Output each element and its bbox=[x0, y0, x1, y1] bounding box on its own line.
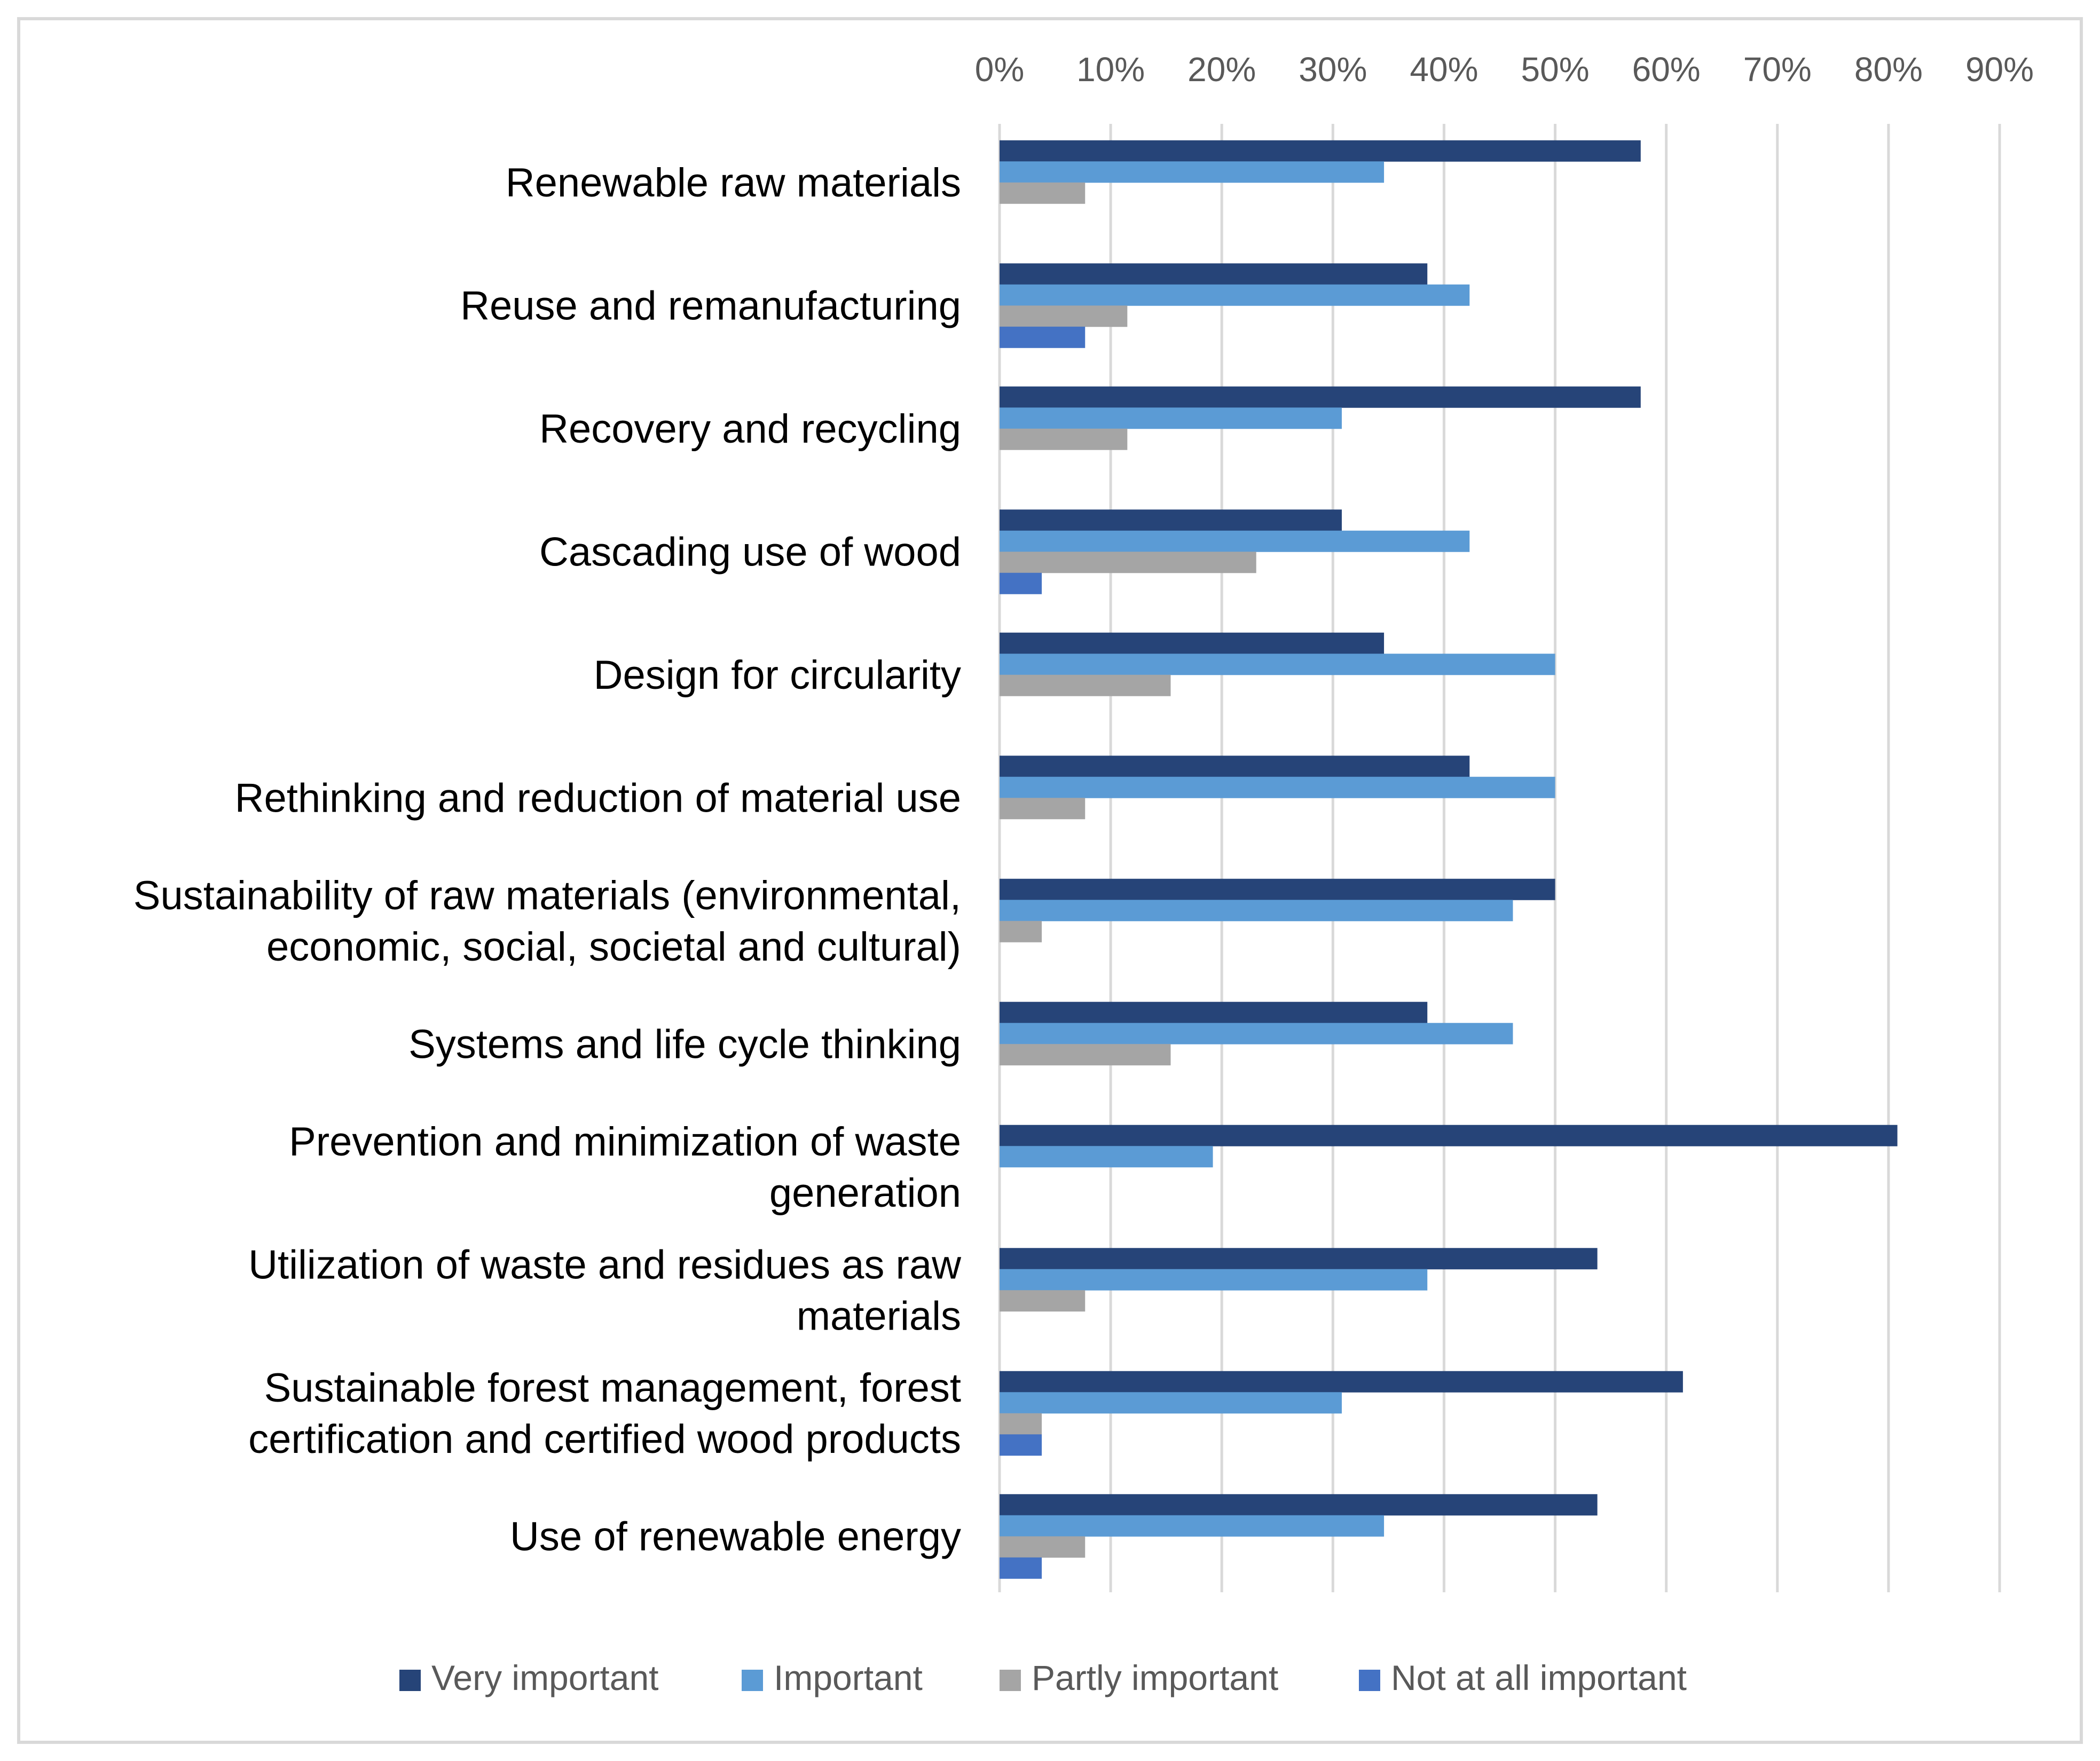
legend-swatch bbox=[1359, 1670, 1380, 1691]
legend-swatch bbox=[742, 1670, 763, 1691]
category-label: Rethinking and reduction of material use bbox=[235, 776, 961, 821]
bar-partly-important bbox=[1000, 1413, 1042, 1435]
bar-very-important bbox=[1000, 1002, 1428, 1024]
bar-partly-important bbox=[1000, 428, 1128, 450]
category-label: Design for circularity bbox=[594, 652, 961, 698]
bar-partly-important bbox=[1000, 182, 1086, 204]
x-tick-label: 0% bbox=[975, 50, 1025, 89]
bar-important bbox=[1000, 284, 1470, 306]
bar-partly-important bbox=[1000, 798, 1086, 820]
x-axis-ticks: 0% 10% 20% 30% 40% 50% 60% 70% 80% 90% bbox=[975, 50, 2034, 89]
x-tick-label: 10% bbox=[1076, 50, 1145, 89]
bar-important bbox=[1000, 407, 1342, 429]
legend: Very important Important Partly important N… bbox=[399, 1658, 1687, 1697]
legend-label: Not at all important bbox=[1391, 1658, 1687, 1697]
category-label: Utilization of waste and residues as raw… bbox=[248, 1243, 962, 1339]
bar-important bbox=[1000, 530, 1470, 552]
category-label: Sustainable forest management, forest cer… bbox=[248, 1365, 961, 1462]
bar-very-important bbox=[1000, 1248, 1598, 1270]
legend-swatch bbox=[1000, 1670, 1021, 1691]
x-tick-label: 60% bbox=[1632, 50, 1701, 89]
bar-important bbox=[1000, 161, 1385, 183]
chart-frame bbox=[17, 17, 2083, 1744]
bar-not-at-all-important bbox=[1000, 326, 1086, 348]
bar-partly-important bbox=[1000, 305, 1128, 327]
bar-partly-important bbox=[1000, 552, 1256, 573]
legend-label: Partly important bbox=[1032, 1658, 1278, 1697]
bar-partly-important bbox=[1000, 1290, 1086, 1312]
bar-very-important bbox=[1000, 878, 1555, 900]
bar-important bbox=[1000, 1023, 1513, 1044]
x-tick-label: 80% bbox=[1854, 50, 1923, 89]
legend-label: Important bbox=[774, 1658, 923, 1697]
legend-swatch bbox=[399, 1670, 421, 1691]
bar-very-important bbox=[1000, 632, 1385, 654]
category-label: Prevention and minimization of waste gene… bbox=[289, 1119, 961, 1216]
bar-important bbox=[1000, 1392, 1342, 1414]
bar-very-important bbox=[1000, 509, 1342, 531]
x-tick-label: 40% bbox=[1410, 50, 1478, 89]
bars bbox=[1000, 140, 1898, 1579]
category-label: Reuse and remanufacturing bbox=[460, 284, 961, 329]
category-labels: Renewable raw materials Reuse and remanuf… bbox=[133, 160, 962, 1560]
bar-very-important bbox=[1000, 263, 1428, 285]
bar-very-important bbox=[1000, 1494, 1598, 1516]
category-label: Sustainability of raw materials (environ… bbox=[133, 873, 961, 970]
bar-very-important bbox=[1000, 140, 1641, 162]
bar-important bbox=[1000, 654, 1555, 675]
x-tick-label: 30% bbox=[1299, 50, 1367, 89]
x-tick-label: 70% bbox=[1743, 50, 1812, 89]
bar-not-at-all-important bbox=[1000, 1557, 1042, 1579]
category-label: Use of renewable energy bbox=[510, 1514, 961, 1560]
bar-not-at-all-important bbox=[1000, 572, 1042, 594]
x-tick-label: 20% bbox=[1187, 50, 1256, 89]
category-label: Recovery and recycling bbox=[539, 406, 961, 452]
x-tick-label: 50% bbox=[1521, 50, 1590, 89]
x-tick-label: 90% bbox=[1965, 50, 2034, 89]
bar-very-important bbox=[1000, 386, 1641, 408]
bar-partly-important bbox=[1000, 921, 1042, 942]
category-label: Cascading use of wood bbox=[539, 530, 961, 575]
bar-very-important bbox=[1000, 1371, 1683, 1393]
bar-very-important bbox=[1000, 1125, 1898, 1146]
bar-important bbox=[1000, 1146, 1213, 1168]
bar-not-at-all-important bbox=[1000, 1434, 1042, 1456]
category-label: Renewable raw materials bbox=[506, 160, 961, 206]
bar-important bbox=[1000, 1515, 1385, 1537]
bar-partly-important bbox=[1000, 1044, 1171, 1066]
category-label: Systems and life cycle thinking bbox=[408, 1022, 961, 1067]
bar-important bbox=[1000, 900, 1513, 922]
gridlines bbox=[998, 124, 2001, 1592]
bar-very-important bbox=[1000, 756, 1470, 777]
bar-important bbox=[1000, 776, 1555, 798]
bar-partly-important bbox=[1000, 1536, 1086, 1558]
bar-important bbox=[1000, 1269, 1428, 1291]
bar-partly-important bbox=[1000, 674, 1171, 696]
legend-label: Very important bbox=[431, 1658, 659, 1697]
